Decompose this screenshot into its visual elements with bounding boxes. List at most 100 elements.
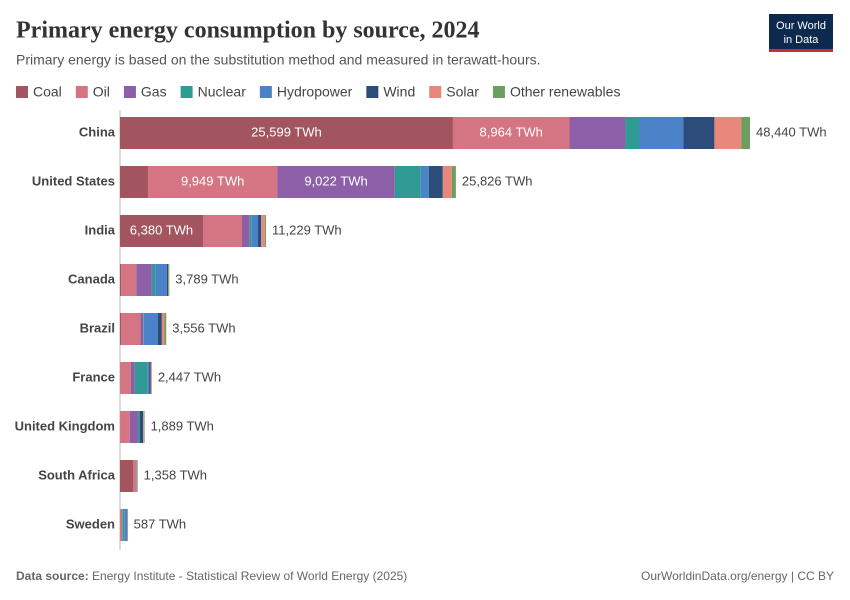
- bar-segment: [121, 264, 137, 296]
- bar-segment: [164, 313, 167, 345]
- bar-segment: [120, 313, 122, 345]
- total-label: 587 TWh: [134, 516, 187, 531]
- bar-segment: [147, 166, 278, 198]
- bar-segment: [126, 509, 128, 541]
- total-label: 25,826 TWh: [462, 173, 533, 188]
- bar-segment: [130, 362, 135, 394]
- bar-segment: [251, 215, 258, 247]
- bar-segment: [143, 313, 158, 345]
- bar-segment: [202, 215, 242, 247]
- bar-segment: [394, 166, 421, 198]
- legend-swatch: [123, 86, 136, 98]
- bar-segment: [120, 509, 123, 541]
- source-label: Data source:: [16, 569, 89, 583]
- legend-label: Wind: [383, 84, 415, 100]
- bar-segment: [134, 362, 148, 394]
- bar-segment: [428, 166, 443, 198]
- legend-swatch: [180, 86, 193, 98]
- credit: OurWorldinData.org/energy | CC BY: [641, 569, 834, 583]
- bar-segment: [143, 411, 144, 443]
- bar-segment: [714, 117, 742, 149]
- source: Data source: Energy Institute - Statisti…: [16, 569, 407, 583]
- legend-swatch: [259, 86, 272, 98]
- bar-segment: [625, 117, 640, 149]
- legend-label: Nuclear: [198, 84, 247, 100]
- bar-segment: [143, 411, 145, 443]
- bar-segment: [741, 117, 750, 149]
- bar-segment: [120, 264, 122, 296]
- value-label: 8,964 TWh: [480, 124, 543, 139]
- bar-segment: [124, 509, 127, 541]
- value-label: 25,599 TWh: [251, 124, 322, 139]
- legend-label: Oil: [93, 84, 110, 100]
- bar-segment: [442, 166, 452, 198]
- bar-segment: [120, 362, 131, 394]
- legend-label: Coal: [33, 84, 62, 100]
- logo[interactable]: Our World in Data: [769, 14, 833, 52]
- bar-segment: [157, 313, 162, 345]
- total-label: 11,229 TWh: [272, 222, 342, 237]
- total-label: 2,447 TWh: [158, 369, 221, 384]
- bar-segment: [150, 362, 152, 394]
- category-label: United Kingdom: [15, 418, 115, 433]
- bar-segment: [120, 117, 453, 149]
- category-label: Sweden: [66, 516, 115, 531]
- bar-segment: [261, 215, 265, 247]
- bar-segment: [139, 411, 144, 443]
- bar-segment: [151, 264, 156, 296]
- total-label: 48,440 TWh: [756, 124, 827, 139]
- bar-segment: [166, 264, 169, 296]
- legend-label: Hydropower: [277, 84, 353, 100]
- chart-title: Primary energy consumption by source, 20…: [16, 18, 480, 44]
- legend-swatch: [16, 86, 28, 98]
- legend-label: Gas: [141, 84, 167, 100]
- bar-segment: [120, 411, 130, 443]
- source-text: Energy Institute - Statistical Review of…: [92, 569, 407, 583]
- bar-segment: [129, 411, 138, 443]
- bar-segment: [121, 313, 141, 345]
- logo-text: Our World: [776, 20, 826, 32]
- bar-segment: [122, 509, 125, 541]
- bar-segment: [143, 313, 144, 345]
- legend-swatch: [75, 86, 88, 98]
- bar-segment: [639, 117, 684, 149]
- bar-segment: [120, 215, 203, 247]
- total-label: 1,889 TWh: [151, 418, 214, 433]
- bar-segment: [155, 264, 167, 296]
- total-label: 3,556 TWh: [172, 320, 235, 335]
- bar-segment: [569, 117, 626, 149]
- bar-segment: [120, 166, 148, 198]
- bar-segment: [168, 264, 170, 296]
- category-label: United States: [32, 173, 115, 188]
- value-label: 6,380 TWh: [130, 222, 193, 237]
- logo-box: [769, 14, 833, 50]
- category-label: China: [79, 124, 116, 139]
- bar-segment: [149, 362, 151, 394]
- bar-segment: [264, 215, 267, 247]
- logo-text: in Data: [784, 34, 820, 46]
- logo-stripe: [769, 49, 833, 52]
- bar-segment: [420, 166, 429, 198]
- value-label: 9,022 TWh: [304, 173, 367, 188]
- bar-segment: [137, 411, 140, 443]
- bar-segment: [683, 117, 715, 149]
- total-label: 3,789 TWh: [175, 271, 238, 286]
- bar-segment: [133, 460, 137, 492]
- category-label: India: [85, 222, 116, 237]
- category-label: South Africa: [38, 467, 116, 482]
- bar-segment: [140, 313, 144, 345]
- bar-segment: [241, 215, 250, 247]
- bar-segment: [257, 215, 262, 247]
- bar-segment: [249, 215, 252, 247]
- bar-segment: [136, 264, 152, 296]
- legend-label: Other renewables: [510, 84, 621, 100]
- category-label: Brazil: [80, 320, 115, 335]
- legend-swatch: [492, 86, 505, 98]
- category-label: France: [72, 369, 115, 384]
- bar-segment: [277, 166, 395, 198]
- bar-segment: [120, 460, 134, 492]
- bar-segment: [161, 313, 165, 345]
- bar-segment: [452, 117, 570, 149]
- legend-swatch: [429, 86, 442, 98]
- bar-segment: [451, 166, 456, 198]
